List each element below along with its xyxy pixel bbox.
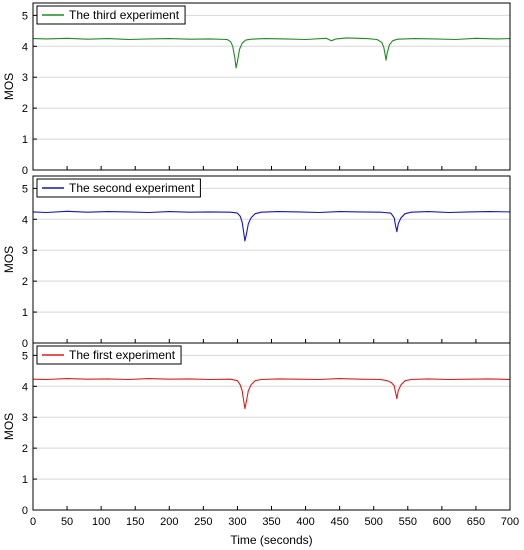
x-tick-label: 450 [330,516,348,528]
series-line [32,378,511,410]
y-tick-label: 4 [22,381,28,393]
x-tick-label: 150 [126,516,144,528]
x-tick-label: 0 [30,516,36,528]
x-tick-label: 350 [262,516,280,528]
y-tick-label: 0 [22,505,28,517]
y-tick-label: 5 [22,350,28,362]
legend-box [36,178,201,198]
x-axis-title: Time (seconds) [230,533,312,547]
panel-1: 0 1 2 3 4 5 MOS The third experiment [2,2,511,177]
x-tick-label: 200 [160,516,178,528]
y-tick-label: 4 [22,214,28,226]
y-tick-label: 0 [22,165,28,177]
y-tick-label: 3 [22,245,28,257]
x-tick-label: 600 [433,516,451,528]
panel-3: 0 1 2 3 4 5 MOS The first experiment [2,342,511,517]
x-tick-label: 50 [61,516,73,528]
y-tick-label: 5 [22,183,28,195]
plot-frame [32,342,511,511]
y-tick-label: 2 [22,103,28,115]
y-tick-label: 1 [22,307,28,319]
y-tick-label: 1 [22,474,28,486]
x-tick-label: 250 [194,516,212,528]
plot-frame [32,2,511,171]
legend-box [36,5,186,25]
legend: The third experiment [36,5,186,25]
legend-label: The second experiment [69,181,195,195]
y-tick-label: 3 [22,412,28,424]
y-tick-label: 2 [22,443,28,455]
x-tick-label: 500 [365,516,383,528]
y-axis-title: MOS [2,246,16,273]
panel-2: 0 1 2 3 4 5 MOS The second experiment [2,175,511,350]
y-tick-label: 3 [22,72,28,84]
x-tick-label: 650 [467,516,485,528]
series-line [32,210,511,242]
x-tick-label: 400 [296,516,314,528]
y-tick-label: 4 [22,41,28,53]
x-tick-label: 300 [228,516,246,528]
y-axis-title: MOS [2,413,16,440]
y-tick-label: 2 [22,276,28,288]
y-axis-title: MOS [2,73,16,100]
legend-box [36,345,182,365]
legend-label: The third experiment [69,8,180,22]
x-tick-label: 100 [92,516,110,528]
plot-frame [32,175,511,344]
y-tick-label: 5 [22,10,28,22]
legend: The first experiment [36,345,182,365]
y-tick-label: 1 [22,134,28,146]
x-tick-label: 550 [399,516,417,528]
legend-label: The first experiment [69,348,176,362]
x-tick-label: 700 [501,516,519,528]
legend: The second experiment [36,178,201,198]
y-tick-label: 0 [22,338,28,350]
series-line [32,37,511,69]
